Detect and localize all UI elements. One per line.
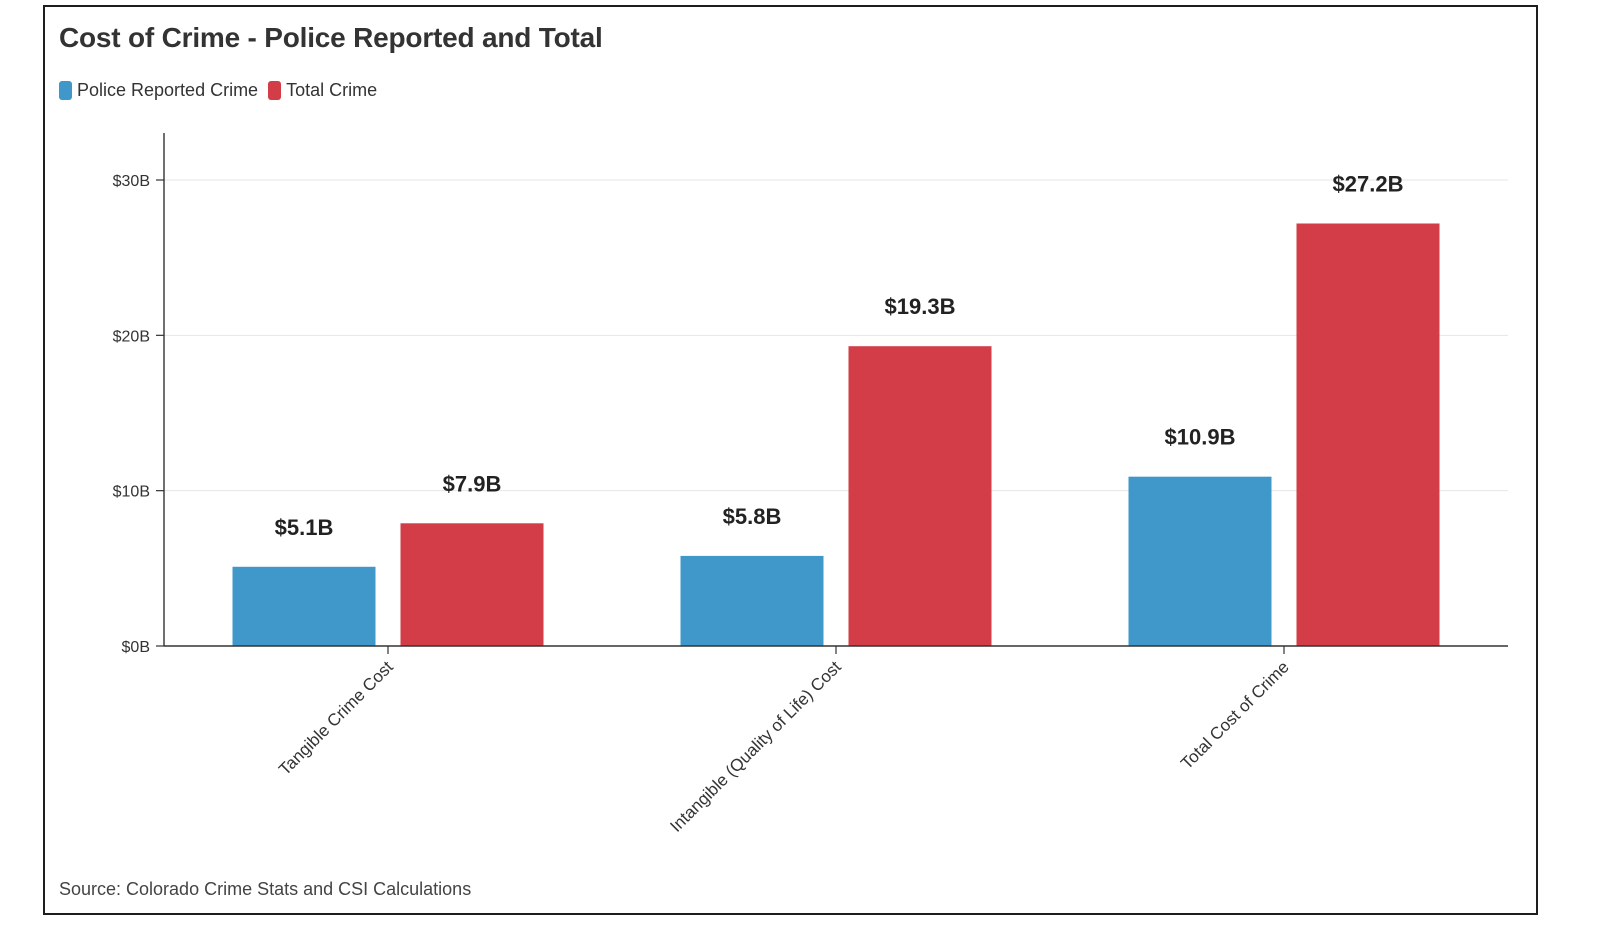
y-tick-label-10: $10B <box>113 484 150 501</box>
legend-swatch-total-crime <box>268 81 282 100</box>
data-label-total-crime-intangible-quality-of-life-cost: $19.3B <box>885 294 956 319</box>
source-note: Source: Colorado Crime Stats and CSI Cal… <box>59 879 472 899</box>
y-tick-label-20: $20B <box>113 328 150 345</box>
data-label-police-reported-crime-total-cost-of-crime: $10.9B <box>1165 425 1236 450</box>
data-label-total-crime-total-cost-of-crime: $27.2B <box>1333 171 1404 196</box>
x-tick-label-tangible-crime-cost: Tangible Crime Cost <box>275 657 397 779</box>
bar-total-crime-total-cost-of-crime[interactable] <box>1296 223 1440 646</box>
legend-item-police-reported[interactable]: Police Reported Crime <box>59 80 258 101</box>
x-tick-label-total-cost-of-crime: Total Cost of Crime <box>1177 657 1293 773</box>
bar-total-crime-intangible-quality-of-life-cost[interactable] <box>848 346 992 646</box>
legend: Police Reported Crime Total Crime <box>59 80 387 101</box>
data-label-total-crime-tangible-crime-cost: $7.9B <box>443 471 502 496</box>
legend-label-police-reported: Police Reported Crime <box>77 80 259 100</box>
bar-total-crime-tangible-crime-cost[interactable] <box>400 523 544 646</box>
chart-frame <box>43 5 1538 915</box>
bar-police-reported-crime-intangible-quality-of-life-cost[interactable] <box>680 555 824 646</box>
x-tick-label-intangible-quality-of-life-cost: Intangible (Quality of Life) Cost <box>666 657 845 836</box>
legend-label-total-crime: Total Crime <box>286 80 378 100</box>
chart-title: Cost of Crime - Police Reported and Tota… <box>59 22 603 53</box>
y-tick-label-0: $0B <box>122 639 150 656</box>
legend-swatch-police-reported <box>59 81 72 100</box>
bar-police-reported-crime-tangible-crime-cost[interactable] <box>232 566 376 646</box>
legend-item-total-crime[interactable]: Total Crime <box>268 80 377 101</box>
data-label-police-reported-crime-intangible-quality-of-life-cost: $5.8B <box>723 504 782 529</box>
bar-police-reported-crime-total-cost-of-crime[interactable] <box>1128 476 1272 646</box>
y-tick-label-30: $30B <box>113 173 150 190</box>
data-label-police-reported-crime-tangible-crime-cost: $5.1B <box>275 515 334 540</box>
